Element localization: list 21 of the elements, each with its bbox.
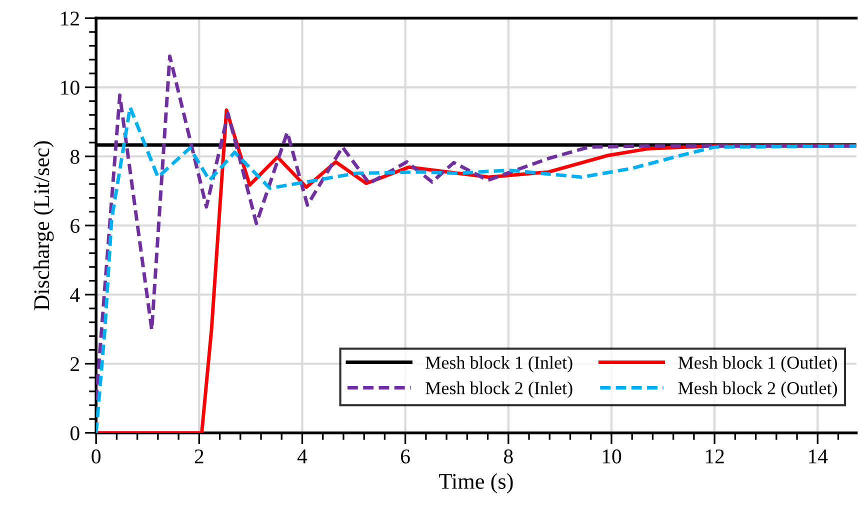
x-tick-label: 8 (504, 449, 513, 464)
y-axis-title: Discharge (Lit/sec) (34, 141, 54, 310)
y-tick-label: 4 (70, 288, 80, 302)
y-tick-label: 0 (70, 426, 80, 440)
x-tick-label: 12 (706, 449, 724, 464)
y-tick-label: 2 (70, 357, 79, 371)
x-tick-label: 6 (401, 449, 410, 464)
x-tick-label: 2 (194, 449, 204, 464)
x-tick-label: 0 (92, 449, 101, 464)
y-tick-label: 6 (70, 218, 80, 233)
legend-label: Mesh block 2 (Inlet) (426, 382, 572, 398)
legend-label: Mesh block 2 (Outlet) (678, 382, 837, 398)
y-tick-label: 12 (61, 12, 79, 26)
y-tick-label: 10 (61, 80, 80, 95)
x-tick-label: 4 (297, 450, 308, 464)
y-tick-label: 8 (70, 150, 80, 164)
x-tick-label: 14 (809, 450, 828, 464)
x-tick-label: 10 (602, 449, 622, 464)
legend-label: Mesh block 1 (Outlet) (678, 356, 837, 372)
legend-label: Mesh block 1 (Inlet) (426, 356, 572, 372)
x-axis-title: Time (s) (439, 473, 513, 494)
